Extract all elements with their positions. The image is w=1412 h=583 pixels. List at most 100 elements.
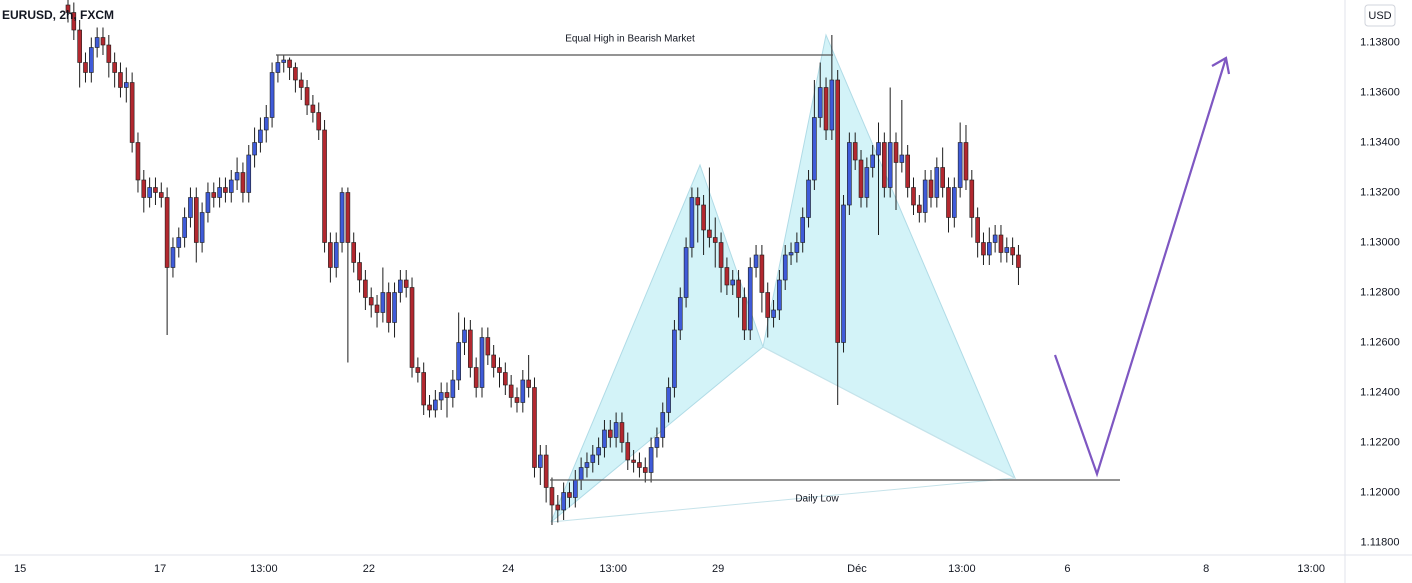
candle-body [538,454,543,468]
candle-body [106,44,112,63]
candle-body [905,154,910,188]
candle-body [963,142,969,181]
candle-body [228,179,234,193]
candle-body [765,292,771,318]
candle-body [957,142,963,188]
candle-body [899,154,905,163]
candle-body [217,187,222,198]
candle-body [532,387,537,468]
x-tick-label: 24 [502,563,514,575]
candle-body [304,87,310,106]
candle-body [648,447,654,473]
annotation: Equal High in Bearish Market [565,34,695,45]
candle-body [281,59,287,63]
candle-body [298,79,304,88]
candle-body [333,242,339,268]
x-tick-label: 13:00 [1297,563,1325,575]
y-tick-label: 1.13400 [1360,136,1400,148]
y-tick-label: 1.13800 [1360,36,1400,48]
candle-body [380,292,386,313]
candles [65,0,1021,525]
candle-body [118,72,123,88]
candle-body [188,197,193,218]
candle-body [946,187,951,218]
candle-body [864,167,870,198]
candle-body [817,87,823,118]
x-tick-label: 8 [1203,563,1209,575]
candle-body [339,192,345,243]
candle-body [65,4,71,13]
candle-body [660,412,666,438]
candle-body [940,167,945,188]
candle-body [934,167,940,198]
x-tick-label: 13:00 [599,563,627,575]
candle-body [788,252,794,256]
candle-body [969,179,975,218]
candle-body [543,454,549,488]
currency-label[interactable]: USD [1368,10,1391,22]
candle-body [468,329,473,368]
candle-body [928,179,934,198]
candle-body [747,267,753,331]
candle-body [287,59,292,68]
candle-body [724,267,730,286]
candle-body [707,229,712,238]
candle-body [398,279,403,293]
y-tick-label: 1.12600 [1360,336,1400,348]
candle-body [158,192,164,198]
candle-body [141,179,147,198]
y-tick-label: 1.11800 [1361,536,1400,548]
candle-body [887,142,893,188]
candle-body [992,234,998,243]
candle-body [357,262,362,281]
candle-body [316,112,322,131]
candle-body [526,379,531,388]
x-tick-label: 6 [1064,563,1070,575]
candle-body [444,392,450,398]
y-tick-label: 1.12800 [1360,286,1400,298]
candle-body [363,279,368,298]
candle-body [392,292,397,323]
candle-body [211,192,217,198]
candle-body [578,467,584,481]
candle-body [322,129,327,243]
candle-body [77,29,82,63]
candle-body [351,242,357,263]
candle-body [246,154,252,193]
candle-body [205,192,211,213]
candle-body [433,399,438,411]
candle-body [135,142,141,181]
candle-body [823,87,829,131]
candle-body [730,279,736,286]
candle-body [345,192,351,243]
candle-body [497,367,502,373]
candle-body [112,62,117,73]
candle-body [736,279,741,298]
y-tick-label: 1.12000 [1360,486,1400,498]
candle-body [555,504,561,511]
candle-body [473,367,479,388]
candle-body [1010,247,1015,256]
candle-body [998,234,1004,253]
candle-body [590,454,596,463]
candle-body [800,217,806,243]
candle-body [841,204,846,343]
y-tick-label: 1.13200 [1360,186,1400,198]
candle-body [269,72,275,118]
candle-body [561,492,566,511]
x-tick-label: 13:00 [250,563,278,575]
candle-body [403,279,409,288]
candle-body [71,12,77,31]
candle-body [415,367,421,373]
x-tick-label: 29 [712,563,724,575]
candle-body [625,442,631,461]
candle-body [1016,254,1021,268]
currency-button[interactable] [1364,4,1396,27]
y-tick-label: 1.13000 [1360,236,1400,248]
candle-body [456,342,461,381]
x-tick-label: 22 [363,563,375,575]
candle-body [386,292,392,323]
candle-body [695,197,701,206]
